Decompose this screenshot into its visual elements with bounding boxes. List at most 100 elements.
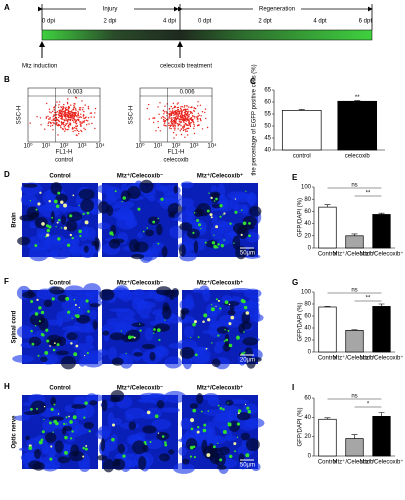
scatter-dot bbox=[67, 111, 70, 114]
gfp-signal bbox=[48, 200, 51, 203]
tissue-texture bbox=[230, 287, 252, 293]
scatter-dot bbox=[84, 128, 87, 131]
scatter-dot bbox=[182, 128, 184, 130]
scatter-dot bbox=[80, 129, 82, 132]
gfp-signal bbox=[200, 228, 202, 230]
gfp-signal bbox=[190, 336, 192, 339]
scatter-dot bbox=[67, 124, 70, 127]
scatter-dot bbox=[184, 109, 187, 111]
panel-label: D bbox=[4, 170, 10, 179]
tissue-texture bbox=[91, 240, 97, 247]
scatter-dot bbox=[179, 114, 182, 117]
gfp-signal bbox=[144, 443, 147, 446]
scatter-dot bbox=[177, 109, 180, 111]
scatter-dot bbox=[63, 119, 66, 122]
scatter-dot bbox=[54, 111, 56, 114]
gfp-signal bbox=[78, 306, 81, 309]
gfp-signal bbox=[236, 436, 239, 439]
scatter-dot bbox=[76, 116, 78, 118]
column-header: Control bbox=[49, 174, 71, 180]
gfp-signal bbox=[241, 352, 244, 356]
scatter-dot bbox=[148, 118, 150, 120]
tissue-texture bbox=[141, 344, 156, 350]
gfp-signal bbox=[210, 307, 215, 312]
gfp-signal bbox=[53, 403, 56, 406]
scatter-dot bbox=[180, 133, 183, 136]
scatter-dot bbox=[87, 120, 89, 122]
axis-tick: 10⁴ bbox=[207, 143, 217, 150]
tissue-texture bbox=[232, 235, 241, 250]
gfp-signal bbox=[198, 223, 202, 227]
significance: ns bbox=[351, 183, 357, 189]
tissue-texture bbox=[20, 452, 38, 463]
scatter-dot bbox=[71, 119, 74, 121]
gfp-signal bbox=[74, 304, 77, 306]
scatter-dot bbox=[58, 104, 60, 106]
tissue-texture bbox=[131, 322, 145, 328]
tissue-texture bbox=[156, 400, 165, 409]
significance: * bbox=[367, 402, 370, 408]
event-label: Mtz induction bbox=[22, 64, 57, 70]
gfp-signal bbox=[219, 307, 222, 310]
scatter-dot bbox=[197, 101, 199, 103]
tissue-texture bbox=[223, 342, 231, 352]
scatter-dot bbox=[39, 117, 42, 119]
scatter-dot bbox=[79, 116, 81, 118]
gfp-signal bbox=[209, 213, 213, 217]
timeline-tick: 2 dpi bbox=[103, 19, 116, 25]
timeline-tick: 0 dpt bbox=[198, 19, 212, 25]
scatter-dot bbox=[180, 121, 183, 123]
scatter-dot bbox=[61, 115, 63, 118]
tissue-texture bbox=[43, 299, 53, 308]
scale-bar-label: 20μm bbox=[240, 358, 255, 364]
tissue-texture bbox=[98, 201, 110, 214]
gfp-signal bbox=[164, 441, 167, 444]
gfp-signal bbox=[219, 406, 223, 410]
scatter-dot bbox=[174, 111, 177, 113]
tissue-texture bbox=[238, 453, 245, 464]
scatter-dot bbox=[49, 117, 51, 119]
gfp-signal bbox=[213, 234, 215, 236]
scatter-dot bbox=[183, 111, 186, 114]
x-tick-label: Control bbox=[318, 460, 337, 466]
y-axis-label: GFP/DAPI (%) bbox=[298, 302, 304, 341]
panel-label: F bbox=[4, 277, 9, 286]
gfp-signal bbox=[82, 212, 85, 216]
plot-caption: celecoxib bbox=[163, 158, 189, 164]
x-tick-label: control bbox=[293, 154, 311, 160]
scatter-dot bbox=[165, 125, 167, 127]
bar bbox=[318, 418, 337, 457]
gfp-signal bbox=[233, 442, 237, 446]
scatter-dot bbox=[66, 114, 69, 116]
y-tick-label: 20 bbox=[304, 434, 311, 440]
y-axis-label: GFP/DAPI (%) bbox=[298, 198, 304, 237]
gfp-signal bbox=[114, 190, 117, 193]
gfp-signal bbox=[55, 204, 60, 209]
phase-label: Injury bbox=[103, 7, 118, 13]
gfp-signal bbox=[222, 430, 227, 434]
scatter-dot bbox=[182, 125, 184, 128]
scatter-dot bbox=[79, 107, 82, 109]
tissue-texture bbox=[78, 188, 95, 200]
tissue-texture bbox=[156, 345, 166, 356]
plot-frame bbox=[139, 87, 213, 143]
gfp-signal bbox=[75, 344, 79, 348]
scatter-dot bbox=[79, 109, 82, 111]
gfp-signal bbox=[217, 334, 220, 337]
scatter-dot bbox=[163, 122, 166, 124]
scatter-dot bbox=[189, 111, 192, 113]
gfp-signal bbox=[190, 418, 195, 423]
gfp-signal bbox=[246, 406, 250, 410]
scatter-dot bbox=[55, 111, 57, 114]
scatter-dot bbox=[199, 118, 201, 120]
gfp-signal bbox=[220, 244, 224, 248]
scatter-dot bbox=[177, 117, 179, 120]
scatter-dot bbox=[49, 118, 51, 120]
scatter-dot bbox=[188, 110, 190, 113]
tissue-texture bbox=[123, 453, 134, 458]
gfp-signal bbox=[234, 210, 238, 214]
scatter-dot bbox=[193, 123, 195, 126]
scatter-dot bbox=[58, 110, 60, 112]
scatter-dot bbox=[53, 114, 55, 116]
scatter-dot bbox=[192, 120, 194, 123]
